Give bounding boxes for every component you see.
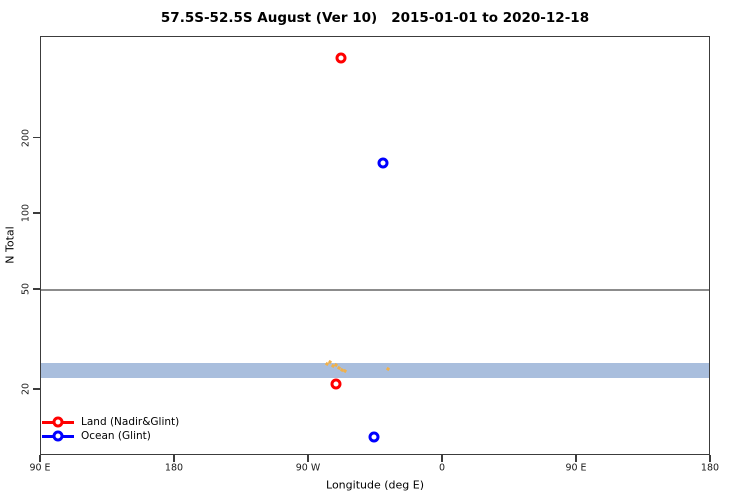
data-point-ocean [377, 157, 389, 169]
x-tick-label: 180 [700, 462, 720, 474]
data-point-land [330, 378, 342, 390]
x-tick [575, 455, 577, 462]
legend-marker-icon [52, 430, 64, 442]
x-tick [307, 455, 309, 462]
x-axis-title: Longitude (deg E) [326, 478, 424, 492]
legend-line [42, 430, 74, 442]
legend-entry: Ocean (Glint) [42, 429, 179, 443]
x-tick [173, 455, 175, 462]
y-tick-label: 50 [20, 282, 32, 295]
legend-entry: Land (Nadir&Glint) [42, 415, 179, 429]
plot-title: 57.5S-52.5S August (Ver 10) 2015-01-01 t… [160, 10, 590, 26]
reference-line-50 [41, 288, 709, 291]
data-point-ocean [368, 431, 380, 443]
y-tick [33, 388, 40, 390]
x-tick-label: 0 [438, 462, 446, 474]
y-axis-title: N Total [3, 226, 17, 264]
x-tick-label: 90 E [565, 462, 587, 474]
y-tick [33, 288, 40, 290]
x-tick-label: 90 E [29, 462, 51, 474]
y-tick-label: 20 [20, 382, 32, 395]
plot-area [40, 36, 710, 455]
y-tick [33, 212, 40, 214]
x-tick [441, 455, 443, 462]
legend-label: Land (Nadir&Glint) [81, 416, 180, 428]
y-tick-label: 200 [20, 128, 32, 147]
legend-label: Ocean (Glint) [81, 430, 151, 442]
y-tick [33, 136, 40, 139]
x-tick-label: 180 [164, 462, 184, 474]
highlight-band [41, 363, 709, 379]
legend-line [42, 416, 74, 428]
x-tick [709, 455, 711, 462]
data-point-land [335, 52, 347, 64]
y-tick-label: 100 [20, 204, 32, 223]
legend-marker-icon [52, 416, 64, 428]
x-tick-label: 90 W [295, 462, 321, 474]
legend: Land (Nadir&Glint) Ocean (Glint) [42, 415, 179, 443]
x-tick [39, 455, 41, 462]
